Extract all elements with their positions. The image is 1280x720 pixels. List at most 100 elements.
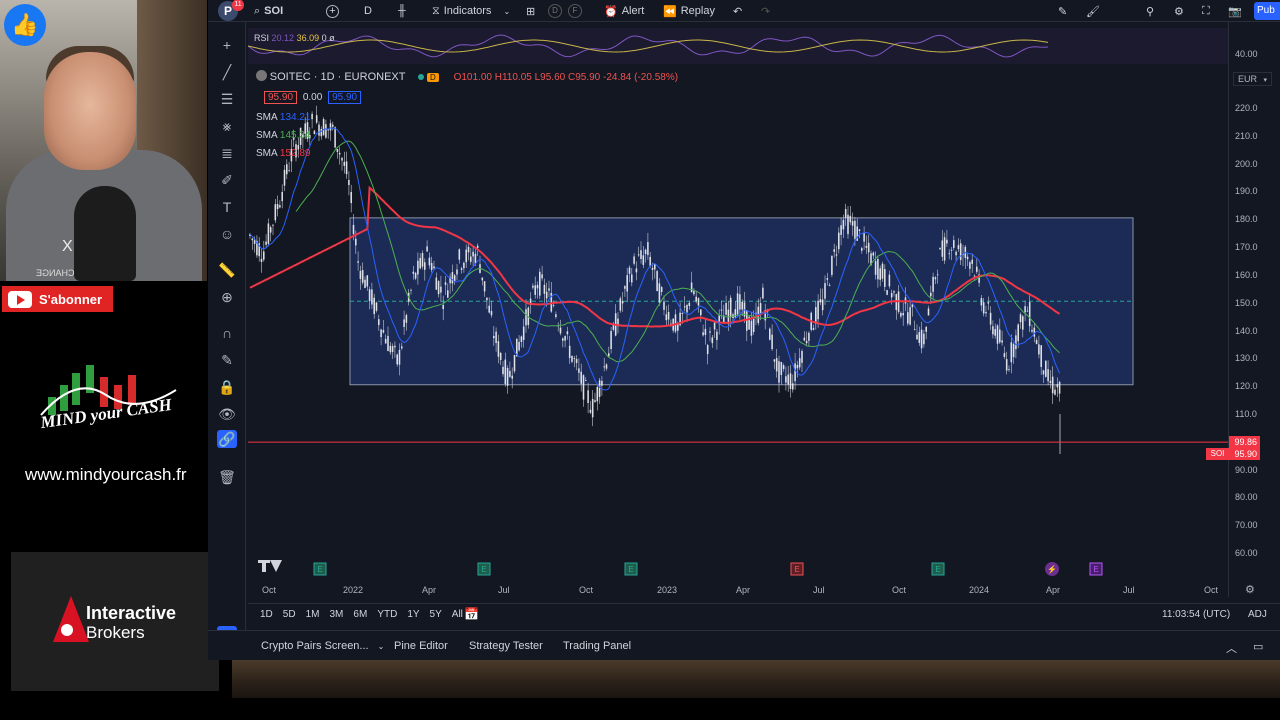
earnings-marker[interactable]: E xyxy=(624,562,638,576)
undo-button[interactable]: ↶ xyxy=(733,3,742,19)
chart-type-button[interactable]: ╫ xyxy=(398,3,406,19)
drawing-toolbar-toggle[interactable]: ✎ xyxy=(1058,3,1067,19)
time-axis[interactable]: Oct 2022 Apr Jul Oct 2023 Apr Jul Oct 2024 Apr Jul O… xyxy=(248,580,1228,598)
lock-icon[interactable]: 🔒 xyxy=(218,379,236,395)
dividend-marker[interactable]: ⚡ xyxy=(1045,562,1059,576)
range-button-5y[interactable]: 5Y xyxy=(429,609,442,620)
lock-drawing-icon[interactable]: ✎ xyxy=(221,352,233,368)
earnings-marker[interactable]: E xyxy=(1089,562,1103,576)
legend-title[interactable]: SOITEC · 1D · EURONEXT xyxy=(269,71,406,83)
gear-icon: ⚙ xyxy=(1174,5,1184,18)
candle-body xyxy=(502,366,504,375)
alert-button[interactable]: ⏰ Alert xyxy=(604,3,644,19)
snapshot-button[interactable]: 📷 xyxy=(1228,3,1242,19)
candle-body xyxy=(447,290,449,298)
brush-icon: 🖌 xyxy=(1086,5,1100,18)
candle-body xyxy=(654,264,656,270)
price-chart[interactable] xyxy=(248,66,1228,556)
earnings-marker[interactable]: E xyxy=(790,562,804,576)
magnet-icon[interactable]: ∩ xyxy=(221,325,233,341)
interval-button[interactable]: D xyxy=(364,3,372,19)
range-button-ytd[interactable]: YTD xyxy=(377,609,398,620)
currency-button[interactable]: EUR ▾ xyxy=(1233,72,1273,86)
range-button-5d[interactable]: 5D xyxy=(282,609,296,620)
candle-body xyxy=(1045,360,1047,377)
candle-body xyxy=(472,251,474,257)
candle-body xyxy=(520,336,523,343)
clock[interactable]: 11:03:54 (UTC) xyxy=(1162,609,1231,620)
candle-body xyxy=(718,315,720,325)
candle-body xyxy=(594,400,596,402)
earnings-marker[interactable]: E xyxy=(477,562,491,576)
calendar-icon[interactable]: 📅 xyxy=(464,607,479,621)
range-button-3m[interactable]: 3M xyxy=(329,609,344,620)
symbol-search[interactable]: ⌕ SOI xyxy=(254,3,283,19)
candle-body xyxy=(598,380,601,397)
price-scale[interactable]: 40.00 EUR ▾ 220.0 210.0 200.0 190.0 180.0 170… xyxy=(1206,22,1280,597)
candle-body xyxy=(596,387,599,402)
pattern-icon[interactable]: ⨳ xyxy=(222,118,232,134)
candle-body xyxy=(536,284,539,289)
range-button-1m[interactable]: 1M xyxy=(305,609,320,620)
zoom-in-icon[interactable]: ⊕ xyxy=(221,289,233,305)
brush-button[interactable]: 🖌 xyxy=(1086,3,1100,19)
candle-body xyxy=(499,352,502,361)
fib-icon[interactable]: ≣ xyxy=(221,145,233,161)
zoom-button[interactable]: ⚲ xyxy=(1146,3,1154,19)
link-icon[interactable]: 🔗 xyxy=(217,430,237,448)
earnings-marker[interactable]: E xyxy=(313,562,327,576)
candle-body xyxy=(994,329,996,336)
template-f-button[interactable]: F xyxy=(568,3,582,19)
ruler-icon[interactable]: 📏 xyxy=(218,262,236,278)
ask-price[interactable]: 95.90 xyxy=(328,91,362,104)
tab-trading-panel[interactable]: Trading Panel xyxy=(563,640,632,652)
trash-icon[interactable]: 🗑 xyxy=(218,469,236,485)
candle-body xyxy=(633,256,635,264)
fullscreen-button[interactable]: ⛶ xyxy=(1202,3,1210,19)
svg-text:E: E xyxy=(317,565,322,574)
rsi-extra-value: 0 xyxy=(321,33,327,43)
candle-body xyxy=(394,345,396,348)
tab-strategy-tester[interactable]: Strategy Tester xyxy=(469,640,543,652)
range-button-1y[interactable]: 1Y xyxy=(407,609,420,620)
add-symbol-button[interactable]: + xyxy=(326,3,339,19)
youtube-subscribe-button[interactable]: S'abonner xyxy=(2,286,113,312)
candle-body xyxy=(925,326,927,332)
candle-body xyxy=(543,284,546,294)
axis-settings-icon[interactable]: ⚙ xyxy=(1245,584,1255,596)
candle-body xyxy=(840,225,842,235)
candle-body xyxy=(580,371,582,384)
replay-button[interactable]: ⏪ Replay xyxy=(663,3,715,19)
range-button-1d[interactable]: 1D xyxy=(260,609,273,620)
crosshair-icon[interactable]: + xyxy=(222,37,232,53)
template-d-button[interactable]: D xyxy=(548,3,562,19)
tab-pine-editor[interactable]: Pine Editor xyxy=(394,640,448,652)
maximize-panel-icon[interactable]: ▭ xyxy=(1253,641,1264,653)
candle-body xyxy=(750,320,753,336)
emoji-icon[interactable]: ☺ xyxy=(219,226,235,242)
brush-tool-icon[interactable]: ✐ xyxy=(221,172,233,188)
indicators-button[interactable]: ⧖ Indicators ⌄ xyxy=(432,3,510,19)
candle-body xyxy=(769,328,771,340)
indicators-icon: ⧖ xyxy=(432,4,440,17)
range-button-all[interactable]: All xyxy=(451,609,463,620)
text-tool-icon[interactable]: T xyxy=(222,199,232,215)
tab-screener[interactable]: Crypto Pairs Screen... ⌄ xyxy=(261,640,384,652)
range-button-6m[interactable]: 6M xyxy=(353,609,368,620)
trend-line-icon[interactable]: ╱ xyxy=(222,64,232,80)
horizontal-lines-icon[interactable]: ☰ xyxy=(220,91,234,107)
publish-button[interactable]: Pub xyxy=(1254,2,1280,20)
bid-price[interactable]: 95.90 xyxy=(264,91,298,104)
layout-button[interactable]: ⊞ xyxy=(526,3,535,19)
candle-body xyxy=(939,248,941,250)
candle-body xyxy=(338,152,341,155)
candle-body xyxy=(267,223,270,244)
eye-icon[interactable]: 👁 xyxy=(218,406,236,422)
collapse-up-icon[interactable]: ︿ xyxy=(1226,643,1237,655)
settings-button[interactable]: ⚙ xyxy=(1174,3,1184,19)
redo-button[interactable]: ↷ xyxy=(761,3,770,19)
earnings-marker[interactable]: E xyxy=(931,562,945,576)
candle-body xyxy=(433,266,435,269)
candle-body xyxy=(828,284,831,286)
adjust-button[interactable]: ADJ xyxy=(1248,609,1267,620)
